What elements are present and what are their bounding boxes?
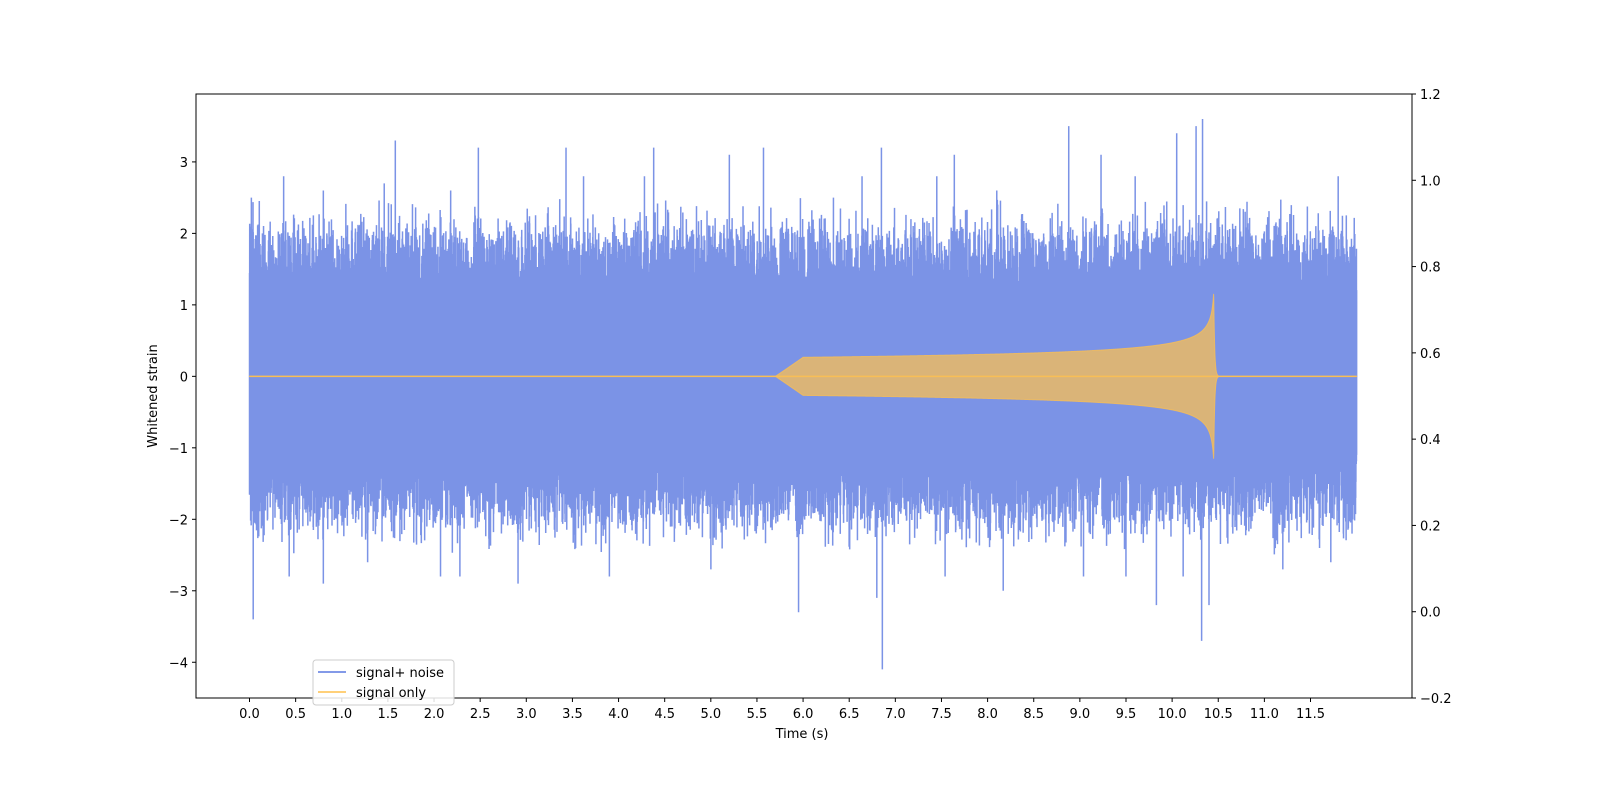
x-tick-label: 2.5 [470,707,491,722]
x-tick-label: 6.0 [793,707,814,722]
x-tick-label: 7.0 [885,707,906,722]
x-tick-label: 2.0 [424,707,445,722]
legend-label-signal-only: signal only [356,686,426,701]
x-tick-label: 9.5 [1116,707,1137,722]
legend: signal+ noise signal only [312,659,455,706]
y-tick-label: 2 [180,227,188,242]
y-tick-label: 1 [180,299,188,314]
x-tick-label: 7.5 [931,707,952,722]
y-tick-label: 3 [180,156,188,171]
legend-box [312,659,455,706]
x-tick-label: 3.5 [562,707,583,722]
series-layer [248,119,1358,670]
y-tick-label: −3 [169,585,188,600]
x-tick-label: 10.5 [1204,707,1233,722]
y-tick-label: −2 [169,513,188,528]
y2-ticks: −0.2 0.0 0.2 0.4 0.6 0.8 1.0 1.2 [1412,88,1452,707]
x-tick-label: 11.0 [1250,707,1279,722]
x-tick-label: 9.0 [1070,707,1091,722]
y2-tick-label: 0.6 [1420,347,1441,362]
x-tick-label: 8.5 [1023,707,1044,722]
x-tick-label: 4.5 [654,707,675,722]
y2-tick-label: 0.2 [1420,519,1441,534]
x-tick-label: 0.5 [285,707,306,722]
x-tick-label: 8.0 [977,707,998,722]
y-tick-label: −1 [169,442,188,457]
x-tick-label: 6.5 [839,707,860,722]
y2-tick-label: 1.0 [1420,174,1441,189]
axes-frame [195,93,1413,699]
y-axis-label: Whitened strain [146,344,161,447]
y2-tick-label: 1.2 [1420,88,1441,103]
x-tick-label: 11.5 [1296,707,1325,722]
legend-label-signal-noise: signal+ noise [356,666,444,681]
y2-tick-label: 0.8 [1420,261,1441,276]
x-tick-label: 3.0 [516,707,537,722]
y-tick-label: −4 [169,656,188,671]
x-ticks: 0.0 0.5 1.0 1.5 2.0 2.5 3.0 3.5 4.0 4.5 5.0 5.5 6.0 6… [239,698,1325,722]
y-ticks: −4 −3 −2 −1 0 1 2 3 [169,156,196,671]
x-axis-label: Time (s) [775,727,829,742]
y-tick-label: 0 [180,370,188,385]
y2-tick-label: 0.4 [1420,433,1441,448]
x-tick-label: 1.5 [378,707,399,722]
x-tick-label: 1.0 [331,707,352,722]
x-tick-label: 5.0 [700,707,721,722]
y2-tick-label: 0.0 [1420,606,1441,621]
x-tick-label: 4.0 [608,707,629,722]
y2-tick-label: −0.2 [1420,692,1452,707]
x-tick-label: 0.0 [239,707,260,722]
x-tick-label: 10.0 [1158,707,1187,722]
x-tick-label: 5.5 [747,707,768,722]
